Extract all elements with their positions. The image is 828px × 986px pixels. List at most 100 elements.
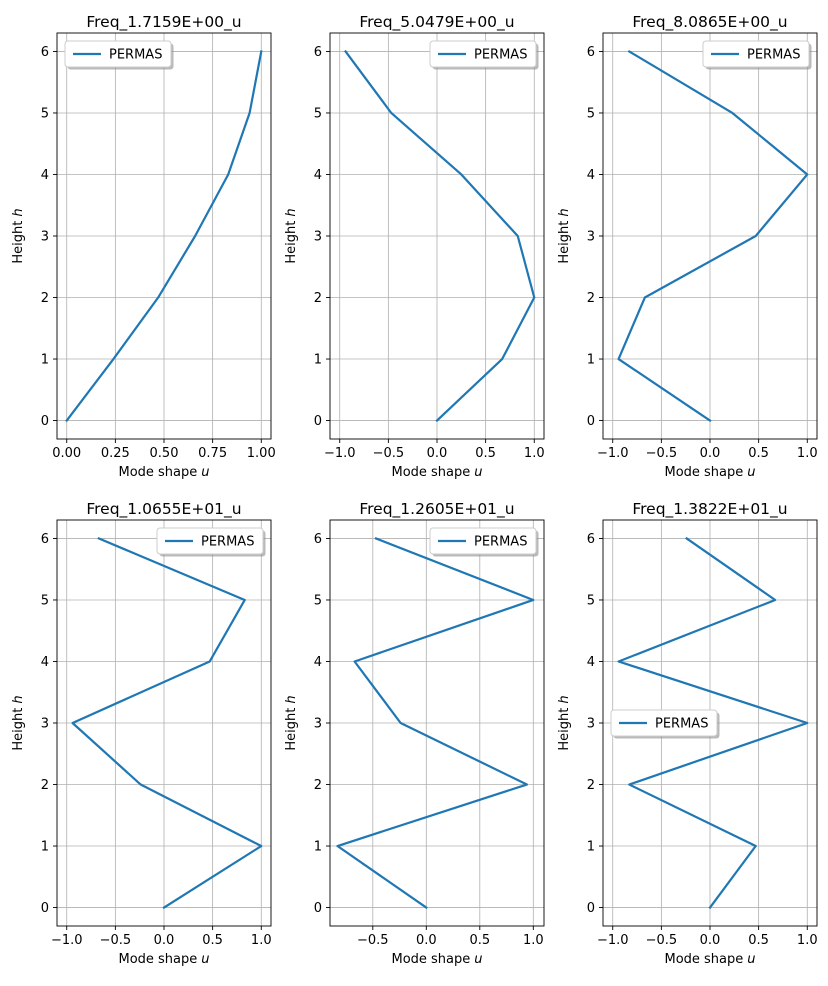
legend-box [702, 40, 810, 68]
subplot-2: −1.0 −0.5 0.0 0.5 1.0 0 1 2 3 4 5 6 Freq_5.0479E+00_… [284, 13, 545, 480]
legend-box [429, 40, 537, 68]
y-tick-label: 4 [314, 168, 322, 183]
y-axis-label-symbol: h [11, 208, 26, 216]
subplot-5: −0.5 0.0 0.5 1.0 0 1 2 3 4 5 6 Freq_1.2605E+01_u Mod… [284, 500, 545, 967]
x-tick-label: 0.0 [416, 933, 437, 948]
y-tick-label: 6 [41, 45, 49, 60]
subplot-4: −1.0 −0.5 0.0 0.5 1.0 0 1 2 3 4 5 6 Freq_1.0655E+01_… [11, 500, 272, 967]
x-tick-label: 0.0 [154, 933, 175, 948]
series-line-permas [617, 536, 809, 910]
legend: PERMAS [64, 40, 174, 70]
x-axis-label: Mode shape u [664, 952, 755, 967]
legend-label: PERMAS [655, 717, 708, 732]
legend: PERMAS [156, 527, 266, 557]
x-axis-label-symbol: u [474, 952, 482, 967]
y-tick-label: 1 [41, 840, 49, 855]
subplot-title: Freq_5.0479E+00_u [359, 13, 514, 32]
legend: PERMAS [429, 40, 539, 70]
y-tick-label: 5 [41, 593, 49, 608]
x-tick-label: −1.0 [597, 446, 629, 461]
x-tick-label: 1.0 [524, 446, 545, 461]
x-tick-label: −1.0 [324, 446, 356, 461]
series-line-permas [344, 49, 536, 423]
x-tick-label: 0.0 [700, 933, 721, 948]
x-axis-label-symbol: u [201, 952, 209, 967]
y-tick-label: 1 [314, 353, 322, 368]
x-axis-label: Mode shape u [118, 952, 209, 967]
legend-box [156, 527, 264, 555]
y-tick-label: 6 [41, 532, 49, 547]
series-line-permas [617, 49, 809, 423]
y-tick-label: 0 [41, 901, 49, 916]
x-axis-label-symbol: u [747, 952, 755, 967]
x-tick-label: −0.5 [100, 933, 132, 948]
y-axis-label-text: Height [11, 708, 26, 751]
x-tick-label: 0.5 [748, 446, 769, 461]
y-axis-label-text: Height [284, 221, 299, 264]
x-axis-label-symbol: u [201, 465, 209, 480]
x-tick-label: 0.5 [748, 933, 769, 948]
legend-box [429, 527, 537, 555]
x-axis-label-text: Mode shape [391, 952, 470, 967]
y-tick-label: 2 [41, 291, 49, 306]
y-tick-label: 3 [587, 717, 595, 732]
subplot-1: 0.00 0.25 0.50 0.75 1.00 0 1 2 3 4 5 6 Freq_1.7159E+… [11, 13, 276, 480]
y-tick-label: 5 [41, 106, 49, 121]
x-tick-label: 0.5 [475, 446, 496, 461]
y-tick-label: 3 [41, 717, 49, 732]
x-tick-label: 1.00 [247, 446, 276, 461]
y-tick-label: 4 [41, 655, 49, 670]
y-tick-label: 5 [587, 593, 595, 608]
y-tick-label: 1 [587, 840, 595, 855]
y-tick-label: 0 [41, 414, 49, 429]
x-tick-label: 1.0 [251, 933, 272, 948]
y-tick-label: 6 [587, 45, 595, 60]
y-tick-label: 0 [587, 414, 595, 429]
y-axis-label-symbol: h [557, 695, 572, 703]
x-tick-label: 0.5 [469, 933, 490, 948]
y-tick-label: 4 [587, 168, 595, 183]
y-tick-label: 1 [314, 840, 322, 855]
x-tick-label: 0.0 [427, 446, 448, 461]
y-tick-label: 3 [41, 230, 49, 245]
y-tick-label: 2 [41, 778, 49, 793]
y-tick-label: 3 [587, 230, 595, 245]
subplot-title: Freq_1.7159E+00_u [86, 13, 241, 32]
subplot-title: Freq_1.0655E+01_u [86, 500, 241, 519]
x-tick-label: 0.5 [202, 933, 223, 948]
x-axis-label-text: Mode shape [391, 465, 470, 480]
y-tick-label: 5 [314, 106, 322, 121]
x-tick-label: −1.0 [51, 933, 83, 948]
legend-label: PERMAS [474, 535, 527, 550]
x-tick-label: 0.0 [700, 446, 721, 461]
x-tick-label: −0.5 [646, 933, 678, 948]
y-tick-label: 5 [587, 106, 595, 121]
y-axis-label: Height h [11, 208, 26, 263]
y-tick-label: 1 [41, 353, 49, 368]
series-line-permas [71, 537, 263, 910]
y-tick-label: 0 [587, 901, 595, 916]
y-tick-label: 5 [314, 593, 322, 608]
subplot-6: −1.0 −0.5 0.0 0.5 1.0 0 1 2 3 4 5 6 Freq_1.3822E+01_… [557, 500, 818, 967]
y-axis-label: Height h [557, 695, 572, 750]
y-axis-label-text: Height [557, 221, 572, 264]
y-tick-label: 0 [314, 414, 322, 429]
subplot-title: Freq_1.3822E+01_u [632, 500, 787, 519]
legend: PERMAS [429, 527, 539, 557]
x-axis-label-text: Mode shape [118, 952, 197, 967]
y-axis-label-text: Height [284, 708, 299, 751]
legend: PERMAS [702, 40, 812, 70]
legend-box [64, 40, 172, 68]
x-axis-label-text: Mode shape [118, 465, 197, 480]
subplot-3: −1.0 −0.5 0.0 0.5 1.0 0 1 2 3 4 5 6 Freq_8.0865E+00_… [557, 13, 818, 480]
legend: PERMAS [610, 709, 720, 739]
y-tick-label: 6 [314, 532, 322, 547]
legend-label: PERMAS [474, 48, 527, 63]
y-tick-label: 0 [314, 901, 322, 916]
y-axis-label: Height h [284, 208, 299, 263]
x-tick-label: 1.0 [797, 933, 818, 948]
y-axis-label-symbol: h [284, 695, 299, 703]
y-tick-label: 2 [314, 291, 322, 306]
y-tick-label: 3 [314, 230, 322, 245]
